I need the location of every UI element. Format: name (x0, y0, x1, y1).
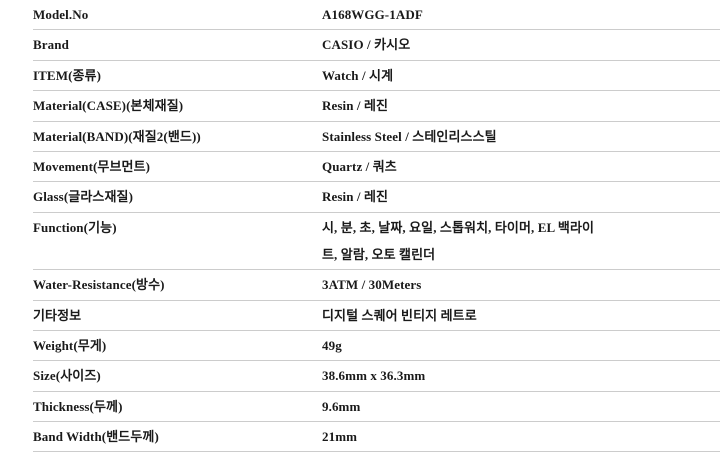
spec-label: Function(기능) (33, 212, 322, 271)
spec-label: Thickness(두께) (33, 391, 322, 423)
spec-label: Size(사이즈) (33, 360, 322, 392)
spec-value-text: Watch / 시계 (322, 67, 394, 83)
spec-value: Resin / 레진 (322, 90, 720, 122)
spec-value: CASIO / 카시오 (322, 29, 720, 61)
spec-value-text: 38.6mm x 36.3mm (322, 368, 426, 384)
spec-row: Water-Resistance(방수) 3ATM / 30Meters (33, 269, 720, 301)
spec-row: Glass(글라스재질) Resin / 레진 (33, 181, 720, 213)
spec-label: Movement(무브먼트) (33, 151, 322, 183)
spec-value-text: 49g (322, 337, 342, 353)
spec-value: 49g (322, 330, 720, 362)
spec-value-text: 3ATM / 30Meters (322, 277, 422, 293)
spec-value-text: A168WGG-1ADF (322, 7, 423, 22)
spec-row: Weight(무게) 49g (33, 330, 720, 362)
spec-row: Movement(무브먼트) Quartz / 쿼츠 (33, 151, 720, 183)
spec-value: 시, 분, 초, 날짜, 요일, 스톱워치, 타이머, EL 백라이트, 알람,… (322, 212, 720, 271)
spec-value-text: Resin / 레진 (322, 189, 389, 205)
spec-label: Material(CASE)(본체재질) (33, 90, 322, 122)
spec-value-text: 21mm (322, 429, 358, 445)
spec-value-text: Resin / 레진 (322, 98, 389, 114)
spec-value-text: 시, 분, 초, 날짜, 요일, 스톱워치, 타이머, EL 백라이트, 알람,… (322, 219, 595, 262)
spec-row: Brand CASIO / 카시오 (33, 29, 720, 61)
spec-row: Thickness(두께) 9.6mm (33, 391, 720, 423)
spec-label: ITEM(종류) (33, 60, 322, 92)
spec-value-text: 디지털 스퀘어 빈티지 레트로 (322, 307, 477, 323)
spec-label: Brand (33, 29, 322, 61)
spec-label: Band Width(밴드두께) (33, 421, 322, 453)
spec-value: 21mm (322, 421, 720, 453)
spec-value: Stainless Steel / 스테인리스스틸 (322, 121, 720, 152)
spec-table: Model.No A168WGG-1ADF Brand CASIO / 카시오 … (33, 0, 720, 453)
spec-value-text: 9.6mm (322, 398, 361, 414)
spec-row: Model.No A168WGG-1ADF (33, 0, 720, 31)
spec-label: Weight(무게) (33, 330, 322, 362)
spec-label: Model.No (33, 0, 322, 31)
spec-value: Watch / 시계 (322, 60, 720, 92)
spec-label: Water-Resistance(방수) (33, 269, 322, 301)
spec-value-text: Quartz / 쿼츠 (322, 158, 397, 174)
spec-row: ITEM(종류) Watch / 시계 (33, 60, 720, 92)
spec-value: 디지털 스퀘어 빈티지 레트로 (322, 300, 720, 331)
spec-value: 3ATM / 30Meters (322, 269, 720, 301)
spec-row: Material(CASE)(본체재질) Resin / 레진 (33, 90, 720, 122)
spec-label: Material(BAND)(재질2(밴드)) (33, 121, 322, 152)
spec-row: Material(BAND)(재질2(밴드)) Stainless Steel … (33, 121, 720, 152)
spec-value: Quartz / 쿼츠 (322, 151, 720, 183)
spec-row: Size(사이즈) 38.6mm x 36.3mm (33, 360, 720, 392)
spec-row: Function(기능) 시, 분, 초, 날짜, 요일, 스톱워치, 타이머,… (33, 212, 720, 271)
spec-row: Band Width(밴드두께) 21mm (33, 421, 720, 453)
spec-value: 9.6mm (322, 391, 720, 423)
spec-label: Glass(글라스재질) (33, 181, 322, 213)
spec-row: 기타정보 디지털 스퀘어 빈티지 레트로 (33, 300, 720, 331)
spec-value: A168WGG-1ADF (322, 0, 720, 31)
spec-value-text: Stainless Steel / 스테인리스스틸 (322, 128, 497, 144)
spec-value-text: CASIO / 카시오 (322, 37, 411, 53)
spec-label: 기타정보 (33, 300, 322, 331)
spec-value: Resin / 레진 (322, 181, 720, 213)
spec-table-body: Model.No A168WGG-1ADF Brand CASIO / 카시오 … (33, 0, 720, 453)
spec-value: 38.6mm x 36.3mm (322, 360, 720, 392)
